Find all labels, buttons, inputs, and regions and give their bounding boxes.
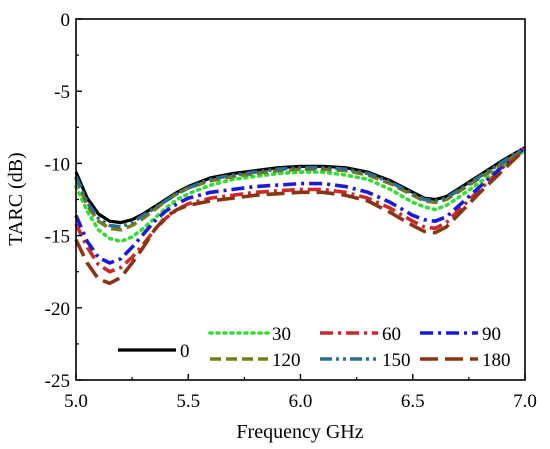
x-axis-label: Frequency GHz: [236, 421, 363, 443]
series-line-120: [74, 147, 526, 232]
x-tick-label: 7.0: [513, 391, 537, 412]
x-tick-label: 5.0: [64, 391, 88, 412]
legend-label-90: 90: [482, 324, 501, 345]
x-tick-label: 6.5: [401, 391, 425, 412]
y-tick-label: -20: [45, 299, 70, 320]
y-tick-label: -25: [45, 371, 70, 392]
legend-label-150: 150: [382, 350, 411, 371]
legend-label-180: 180: [482, 350, 511, 371]
legend-label-0: 0: [180, 341, 190, 362]
x-tick-label: 6.0: [289, 391, 313, 412]
legend-label-30: 30: [272, 324, 291, 345]
y-tick-label: -10: [45, 154, 70, 175]
y-axis-label: TARC (dB): [5, 152, 27, 245]
y-tick-label: -15: [45, 227, 70, 248]
y-tick-label: 0: [61, 10, 71, 31]
y-tick-label: -5: [54, 82, 70, 103]
x-tick-label: 5.5: [176, 391, 200, 412]
legend-label-120: 120: [272, 350, 301, 371]
series-line-0: [74, 146, 526, 225]
plot-frame: [75, 18, 526, 381]
series-layer: [74, 145, 527, 286]
series-line-30: [74, 148, 527, 244]
series-line-180: [74, 147, 527, 286]
legend: 0 30 60 90 120 150 180: [118, 324, 511, 371]
legend-label-60: 60: [382, 324, 401, 345]
series-line-150: [74, 145, 526, 229]
series-line-60: [74, 146, 527, 274]
series-line-90: [74, 146, 527, 265]
axis-ticks: 5.0 5.5 6.0 6.5 7.0 0 -5 -10 -15 -20 -25: [45, 10, 537, 412]
